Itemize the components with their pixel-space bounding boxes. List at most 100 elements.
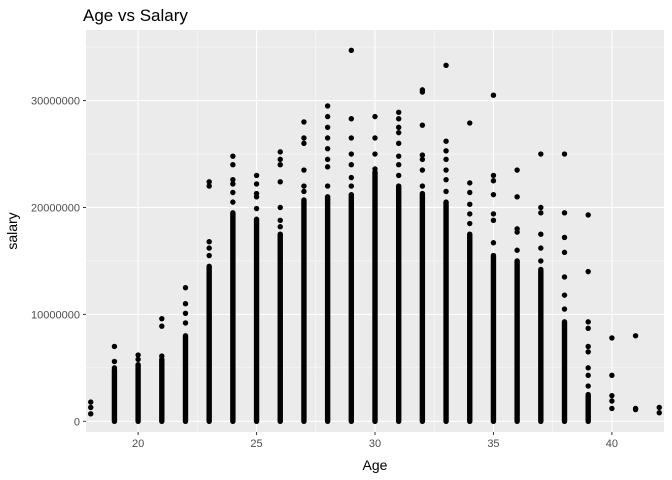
chart-title: Age vs Salary	[83, 6, 188, 25]
data-point	[324, 103, 331, 109]
data-point	[419, 87, 426, 93]
data-point	[301, 188, 307, 195]
data-point	[159, 315, 165, 322]
data-point	[324, 156, 331, 163]
data-point	[419, 167, 426, 173]
data-point	[372, 113, 378, 120]
x-axis-title: Age	[363, 457, 388, 473]
point-column	[182, 333, 189, 425]
y-tick-label: 30000000	[31, 96, 80, 108]
data-point	[182, 320, 189, 326]
data-point	[538, 210, 544, 216]
data-point	[490, 240, 497, 246]
data-point	[230, 162, 236, 168]
data-point	[277, 179, 283, 185]
data-point	[348, 116, 355, 122]
data-point	[419, 183, 426, 189]
data-point	[467, 180, 473, 186]
data-point	[443, 188, 449, 195]
point-column	[538, 266, 544, 425]
data-point	[159, 353, 165, 359]
data-point	[324, 145, 331, 152]
data-point	[372, 135, 378, 141]
data-point	[253, 172, 260, 179]
data-point	[585, 212, 591, 218]
data-point	[561, 151, 568, 157]
data-point	[301, 135, 307, 141]
data-point	[561, 210, 568, 216]
data-point	[348, 151, 355, 157]
y-tick-label: 0	[74, 416, 80, 428]
data-point	[324, 164, 331, 170]
data-point	[467, 211, 473, 217]
point-column	[111, 367, 118, 425]
data-point	[443, 176, 449, 183]
data-point	[324, 135, 331, 141]
data-point	[585, 325, 591, 331]
point-column	[490, 252, 497, 425]
data-point	[230, 199, 236, 205]
point-column	[206, 263, 212, 425]
data-point	[277, 149, 283, 155]
data-point	[561, 274, 568, 280]
x-tick-label: 30	[369, 438, 381, 450]
point-column	[467, 231, 473, 425]
data-point	[585, 414, 591, 420]
data-point	[419, 156, 426, 163]
data-point	[206, 183, 212, 189]
x-tick-label: 40	[606, 438, 618, 450]
data-point	[632, 405, 639, 412]
data-point	[395, 140, 402, 147]
x-axis: 20 25 30 35 40	[132, 432, 618, 450]
data-point	[538, 151, 544, 157]
data-point	[230, 153, 236, 159]
data-point	[301, 183, 307, 189]
data-point	[609, 372, 615, 379]
data-point	[206, 245, 212, 251]
data-point	[490, 191, 497, 198]
data-point	[395, 116, 402, 122]
data-point	[348, 162, 355, 168]
data-point	[585, 372, 591, 379]
data-point	[324, 183, 331, 189]
data-point	[277, 217, 283, 224]
data-point	[135, 352, 141, 358]
data-point	[348, 47, 355, 54]
data-point	[443, 167, 449, 173]
data-point	[585, 343, 591, 350]
data-point	[538, 245, 544, 251]
data-point	[111, 365, 118, 371]
data-point	[206, 238, 212, 245]
point-column	[324, 194, 331, 425]
point-column	[135, 361, 141, 425]
data-point	[395, 124, 402, 130]
data-point	[514, 226, 520, 232]
data-point	[301, 167, 307, 173]
data-point	[395, 162, 402, 168]
data-point	[561, 249, 568, 256]
point-column	[253, 216, 260, 425]
data-point	[443, 156, 449, 163]
x-tick-label: 25	[250, 438, 262, 450]
data-point	[301, 140, 307, 147]
data-point	[632, 333, 639, 339]
point-column	[230, 210, 236, 425]
data-point	[609, 335, 615, 341]
point-column	[443, 199, 449, 425]
data-point	[514, 194, 520, 200]
data-point	[324, 124, 331, 130]
point-column	[372, 169, 378, 425]
data-point	[443, 62, 449, 68]
point-column	[395, 183, 402, 425]
data-point	[372, 151, 378, 157]
data-point	[372, 166, 378, 172]
data-point	[182, 284, 189, 291]
point-column	[561, 319, 568, 425]
point-column	[301, 197, 307, 425]
data-point	[206, 179, 212, 185]
data-point	[467, 189, 473, 196]
data-point	[609, 405, 615, 412]
data-point	[348, 135, 355, 141]
data-point	[585, 383, 591, 389]
data-point	[182, 310, 189, 317]
